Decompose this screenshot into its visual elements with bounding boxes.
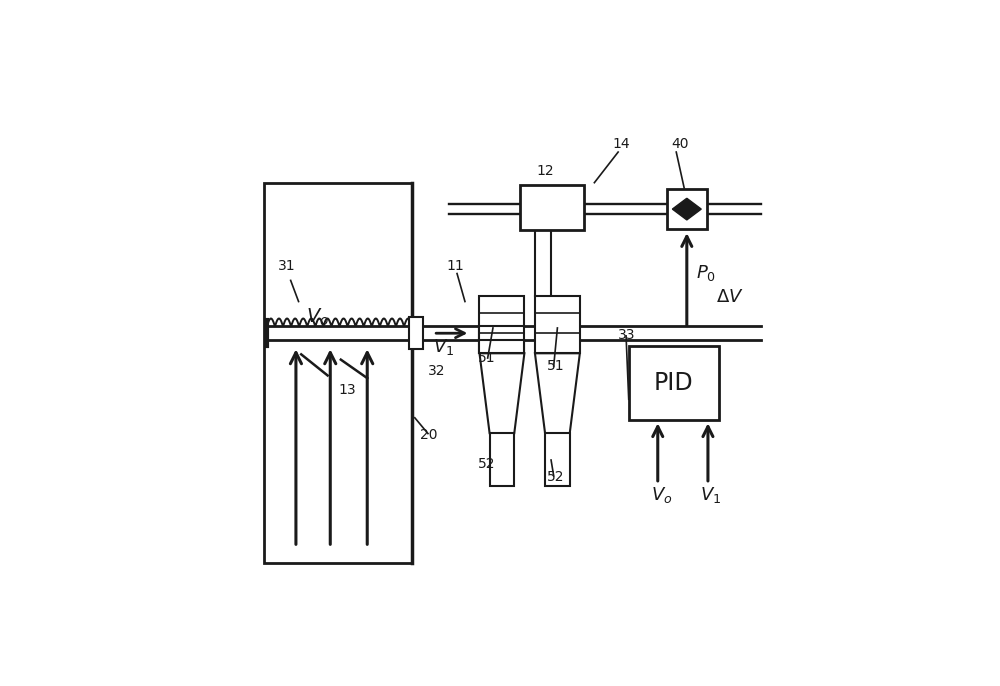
Polygon shape <box>479 353 524 433</box>
Text: 40: 40 <box>671 137 688 152</box>
Text: 12: 12 <box>536 164 554 178</box>
Text: 14: 14 <box>613 137 630 152</box>
Text: $V_1$: $V_1$ <box>700 484 721 505</box>
Text: $V_o$: $V_o$ <box>651 484 673 505</box>
Bar <box>545 433 570 486</box>
Text: 52: 52 <box>478 457 496 471</box>
Bar <box>629 346 719 421</box>
Polygon shape <box>535 353 580 433</box>
Text: 51: 51 <box>547 359 564 373</box>
Text: $P_0$: $P_0$ <box>696 263 716 283</box>
Text: 51: 51 <box>478 351 496 365</box>
Text: $V_1$: $V_1$ <box>433 337 454 357</box>
Text: 52: 52 <box>547 470 564 484</box>
Bar <box>667 189 707 229</box>
Text: 13: 13 <box>338 383 356 397</box>
Bar <box>520 185 584 230</box>
Text: 33: 33 <box>618 327 636 342</box>
Bar <box>264 182 412 563</box>
Text: PID: PID <box>654 371 693 395</box>
Polygon shape <box>687 198 701 220</box>
Bar <box>490 433 514 486</box>
Bar <box>409 318 423 349</box>
Bar <box>479 296 524 353</box>
Text: 20: 20 <box>420 428 438 442</box>
Polygon shape <box>672 198 687 220</box>
Text: 32: 32 <box>428 364 445 379</box>
Text: $V_o$: $V_o$ <box>306 307 329 328</box>
Text: 11: 11 <box>446 259 464 273</box>
Text: 31: 31 <box>277 259 295 273</box>
Text: $\Delta V$: $\Delta V$ <box>716 287 744 305</box>
Bar <box>535 296 580 353</box>
